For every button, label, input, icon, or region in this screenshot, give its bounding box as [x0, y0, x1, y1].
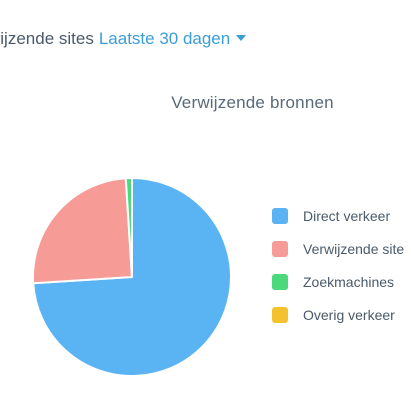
pie-slice-1[interactable] — [32, 177, 133, 285]
legend-item-1[interactable]: Verwijzende site — [272, 238, 404, 260]
legend-label: Zoekmachines — [303, 274, 395, 290]
legend-swatch — [272, 307, 288, 323]
legend-swatch — [272, 274, 288, 290]
legend-label: Verwijzende site — [303, 241, 405, 257]
legend-item-0[interactable]: Direct verkeer — [272, 205, 404, 227]
legend-swatch — [272, 241, 288, 257]
legend-label: Direct verkeer — [303, 208, 391, 224]
chart-legend: Direct verkeer Verwijzende site Zoekmachin… — [272, 205, 404, 337]
chart-title: Verwijzende bronnen — [171, 93, 334, 112]
date-range-dropdown[interactable]: Laatste 30 dagen — [98, 29, 247, 48]
legend-label: Overig verkeer — [303, 307, 395, 323]
pie-slice-2[interactable] — [124, 176, 133, 278]
caret-down-icon — [236, 34, 247, 41]
report-title: wijzende sites — [0, 29, 94, 48]
legend-item-2[interactable]: Zoekmachines — [272, 271, 404, 293]
legend-item-3[interactable]: Overig verkeer — [272, 304, 404, 326]
date-range-label: Laatste 30 dagen — [98, 29, 231, 48]
legend-swatch — [272, 208, 288, 224]
